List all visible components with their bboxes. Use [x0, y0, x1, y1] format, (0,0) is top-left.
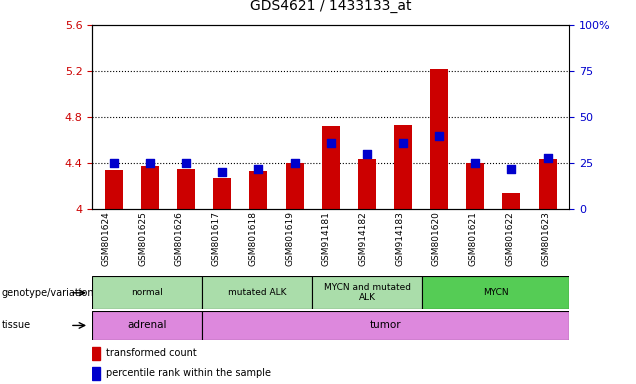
Text: GSM801622: GSM801622 — [505, 211, 514, 266]
Bar — [312, 276, 422, 309]
Point — [362, 151, 372, 157]
Bar — [177, 169, 195, 209]
Text: transformed count: transformed count — [106, 348, 197, 358]
Text: MYCN: MYCN — [483, 288, 509, 297]
Bar — [92, 347, 100, 359]
Bar — [92, 367, 100, 380]
Bar — [502, 193, 520, 209]
Bar — [358, 159, 376, 209]
Point — [398, 140, 408, 146]
Bar — [249, 171, 268, 209]
Text: percentile rank within the sample: percentile rank within the sample — [106, 368, 271, 379]
Point — [181, 160, 191, 166]
Bar — [422, 276, 569, 309]
Bar — [141, 166, 159, 209]
Point — [109, 160, 119, 166]
Point — [434, 132, 444, 139]
Text: adrenal: adrenal — [127, 320, 167, 331]
Point — [289, 160, 300, 166]
Text: GSM801619: GSM801619 — [285, 211, 294, 266]
Bar — [394, 125, 412, 209]
Text: GSM801618: GSM801618 — [248, 211, 258, 266]
Text: genotype/variation: genotype/variation — [1, 288, 94, 298]
Text: tumor: tumor — [370, 320, 401, 331]
Text: GSM801624: GSM801624 — [102, 211, 111, 266]
Bar — [322, 126, 340, 209]
Text: GDS4621 / 1433133_at: GDS4621 / 1433133_at — [250, 0, 411, 13]
Bar — [430, 69, 448, 209]
Text: GSM914182: GSM914182 — [359, 211, 368, 266]
Text: GSM801625: GSM801625 — [138, 211, 148, 266]
Text: GSM801626: GSM801626 — [175, 211, 184, 266]
Text: GSM801617: GSM801617 — [212, 211, 221, 266]
Text: GSM914181: GSM914181 — [322, 211, 331, 266]
Text: GSM801623: GSM801623 — [542, 211, 551, 266]
Bar — [539, 159, 556, 209]
Bar — [105, 170, 123, 209]
Point — [470, 160, 480, 166]
Point — [543, 155, 553, 161]
Bar — [202, 276, 312, 309]
Text: MYCN and mutated
ALK: MYCN and mutated ALK — [324, 283, 411, 303]
Text: GSM801621: GSM801621 — [469, 211, 478, 266]
Bar — [286, 163, 303, 209]
Point — [145, 160, 155, 166]
Bar — [466, 163, 484, 209]
Bar — [92, 311, 202, 340]
Text: GSM801620: GSM801620 — [432, 211, 441, 266]
Text: GSM914183: GSM914183 — [395, 211, 404, 266]
Point — [506, 166, 516, 172]
Text: tissue: tissue — [1, 320, 31, 331]
Text: mutated ALK: mutated ALK — [228, 288, 287, 297]
Point — [253, 166, 263, 172]
Bar — [92, 276, 202, 309]
Text: normal: normal — [132, 288, 163, 297]
Bar — [213, 178, 232, 209]
Bar — [202, 311, 569, 340]
Point — [326, 140, 336, 146]
Point — [218, 169, 228, 175]
